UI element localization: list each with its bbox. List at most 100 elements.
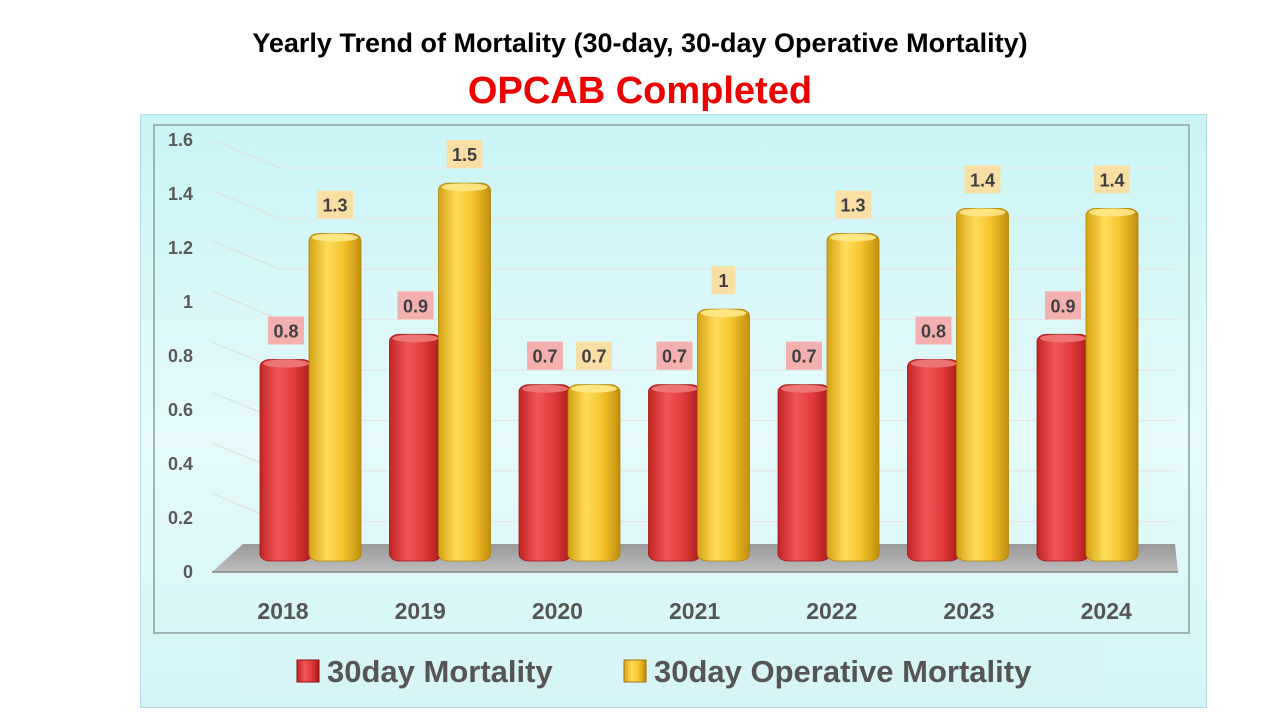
bar-body bbox=[259, 359, 313, 562]
bar-body bbox=[389, 333, 442, 562]
legend-box bbox=[240, 644, 1102, 698]
data-labels: 0.8 1.3 0.9 1.5 0.7 0.7 0.7 1 0.7 1.3 0.8 1.4 0.9 1.4 bbox=[268, 140, 1130, 370]
bar-cap bbox=[571, 384, 617, 393]
gridline-diagonal bbox=[211, 189, 281, 220]
data-label-box bbox=[915, 316, 952, 345]
bar-cap bbox=[781, 384, 827, 393]
data-label-box bbox=[446, 140, 483, 169]
legend-label-30day-mortality: 30day Mortality bbox=[327, 654, 553, 689]
chart-title: Yearly Trend of Mortality (30-day, 30-da… bbox=[252, 28, 1028, 58]
data-label: 0.8 bbox=[915, 316, 952, 345]
gridline-diagonal bbox=[211, 139, 281, 169]
bar-body bbox=[907, 359, 960, 562]
y-tick-label: 1 bbox=[183, 292, 193, 312]
x-tick-label: 2020 bbox=[532, 598, 583, 624]
bar-body bbox=[697, 308, 750, 562]
data-label-box bbox=[786, 341, 822, 370]
bar bbox=[956, 207, 1009, 562]
bar-body bbox=[308, 233, 362, 562]
x-tick-label: 2019 bbox=[395, 598, 446, 624]
data-label-box bbox=[1045, 291, 1081, 320]
data-label-box bbox=[711, 266, 736, 295]
data-label-box bbox=[964, 165, 1001, 194]
y-tick-label: 1.2 bbox=[168, 238, 193, 258]
legend-swatch-red bbox=[296, 659, 320, 683]
data-label-text: 0.7 bbox=[662, 347, 687, 367]
data-label-box bbox=[527, 341, 563, 370]
gridline-diagonal bbox=[211, 240, 281, 270]
plot-frame bbox=[153, 124, 1190, 634]
data-label-box bbox=[1094, 165, 1130, 194]
y-axis: 0 0.2 0.4 0.6 0.8 1 1.2 1.4 1.6 bbox=[168, 130, 193, 582]
bar bbox=[389, 333, 442, 562]
data-label: 1.5 bbox=[446, 140, 483, 169]
data-label-text: 1.4 bbox=[970, 170, 995, 190]
data-label: 0.9 bbox=[1045, 291, 1081, 320]
data-label-text: 0.7 bbox=[581, 347, 606, 367]
data-label-text: 0.7 bbox=[791, 347, 816, 367]
data-label: 0.9 bbox=[397, 291, 434, 320]
bar-cap bbox=[392, 334, 439, 343]
bar-cap bbox=[1040, 334, 1086, 343]
data-label: 1.3 bbox=[835, 190, 871, 219]
data-label: 0.7 bbox=[786, 341, 822, 370]
data-label: 0.7 bbox=[656, 341, 693, 370]
bars bbox=[259, 182, 1139, 562]
data-label: 0.8 bbox=[268, 316, 304, 345]
bar bbox=[826, 233, 880, 562]
bar-cap bbox=[1089, 208, 1135, 217]
gridline-diagonal bbox=[211, 290, 281, 321]
legend-item-30day-mortality: 30day Mortality bbox=[296, 654, 553, 689]
data-label: 1.4 bbox=[1094, 165, 1130, 194]
data-label-box bbox=[835, 190, 871, 219]
data-label: 0.7 bbox=[576, 341, 612, 370]
y-tick-label: 0.6 bbox=[168, 400, 193, 420]
bar-cap bbox=[522, 384, 568, 393]
data-label-text: 0.9 bbox=[1050, 296, 1075, 316]
bar-body bbox=[567, 384, 621, 562]
data-label: 0.7 bbox=[527, 341, 563, 370]
data-label-text: 0.8 bbox=[273, 322, 298, 342]
y-tick-label: 0.4 bbox=[168, 454, 193, 474]
x-tick-label: 2022 bbox=[806, 598, 857, 624]
x-axis: 2018 2019 2020 2021 2022 2023 2024 bbox=[257, 598, 1132, 624]
bar bbox=[697, 308, 750, 562]
y-tick-label: 0.8 bbox=[168, 346, 193, 366]
legend-label-30day-operative-mortality: 30day Operative Mortality bbox=[654, 654, 1032, 689]
y-tick-label: 1.4 bbox=[168, 184, 193, 204]
data-label: 1 bbox=[711, 266, 736, 295]
bar-cap bbox=[441, 183, 488, 192]
bar bbox=[308, 233, 362, 562]
data-label-text: 1 bbox=[718, 271, 728, 291]
data-label-text: 1.3 bbox=[840, 196, 865, 216]
bar bbox=[648, 384, 701, 562]
data-label-box bbox=[397, 291, 434, 320]
bar bbox=[567, 384, 621, 562]
data-label-text: 1.3 bbox=[322, 196, 347, 216]
data-label: 1.3 bbox=[317, 190, 353, 219]
bar bbox=[907, 359, 960, 562]
bar-body bbox=[826, 233, 880, 562]
bar-body bbox=[518, 384, 572, 562]
data-label-text: 0.8 bbox=[921, 322, 946, 342]
bar-body bbox=[956, 207, 1009, 562]
x-tick-label: 2023 bbox=[943, 598, 994, 624]
bar-cap bbox=[830, 233, 876, 242]
x-tick-label: 2021 bbox=[669, 598, 720, 624]
bar-cap bbox=[700, 309, 747, 318]
legend-item-30day-operative-mortality: 30day Operative Mortality bbox=[623, 654, 1032, 689]
bar-body bbox=[1036, 333, 1090, 562]
data-label-text: 1.4 bbox=[1099, 170, 1124, 190]
bar-body bbox=[648, 384, 701, 562]
y-tick-label: 0 bbox=[183, 562, 193, 582]
legend-swatch-gold bbox=[623, 659, 647, 683]
y-tick-label: 1.6 bbox=[168, 130, 193, 150]
bar bbox=[259, 359, 313, 562]
y-tick-label: 0.2 bbox=[168, 508, 193, 528]
chart-subtitle: OPCAB Completed bbox=[467, 70, 813, 112]
x-tick-label: 2024 bbox=[1081, 598, 1132, 624]
bar-body bbox=[777, 384, 831, 562]
bar bbox=[518, 384, 572, 562]
bar-body bbox=[1085, 207, 1139, 562]
